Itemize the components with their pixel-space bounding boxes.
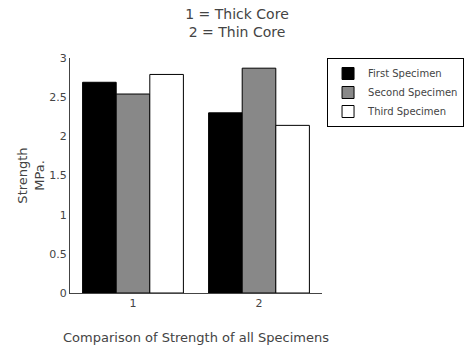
svg-text:Comparison of Strength of all: Comparison of Strength of all Specimens xyxy=(63,330,329,345)
svg-text:1 = Thick Core2 = Thin Core: 1 = Thick Core2 = Thin Core xyxy=(185,6,289,40)
svg-text:3: 3 xyxy=(60,52,67,65)
svg-text:1: 1 xyxy=(60,209,67,222)
svg-text:2.5: 2.5 xyxy=(49,91,67,104)
svg-text:0: 0 xyxy=(60,287,67,300)
svg-text:First Specimen: First Specimen xyxy=(368,68,442,79)
svg-text:1.5: 1.5 xyxy=(49,169,67,182)
svg-text:1: 1 xyxy=(130,297,137,310)
svg-text:Third Specimen: Third Specimen xyxy=(367,106,446,117)
svg-text:2: 2 xyxy=(256,297,263,310)
svg-text:StrengthMPa.: StrengthMPa. xyxy=(15,147,47,203)
svg-text:0.5: 0.5 xyxy=(49,248,67,261)
svg-text:Second Specimen: Second Specimen xyxy=(368,87,457,98)
svg-text:2: 2 xyxy=(60,130,67,143)
